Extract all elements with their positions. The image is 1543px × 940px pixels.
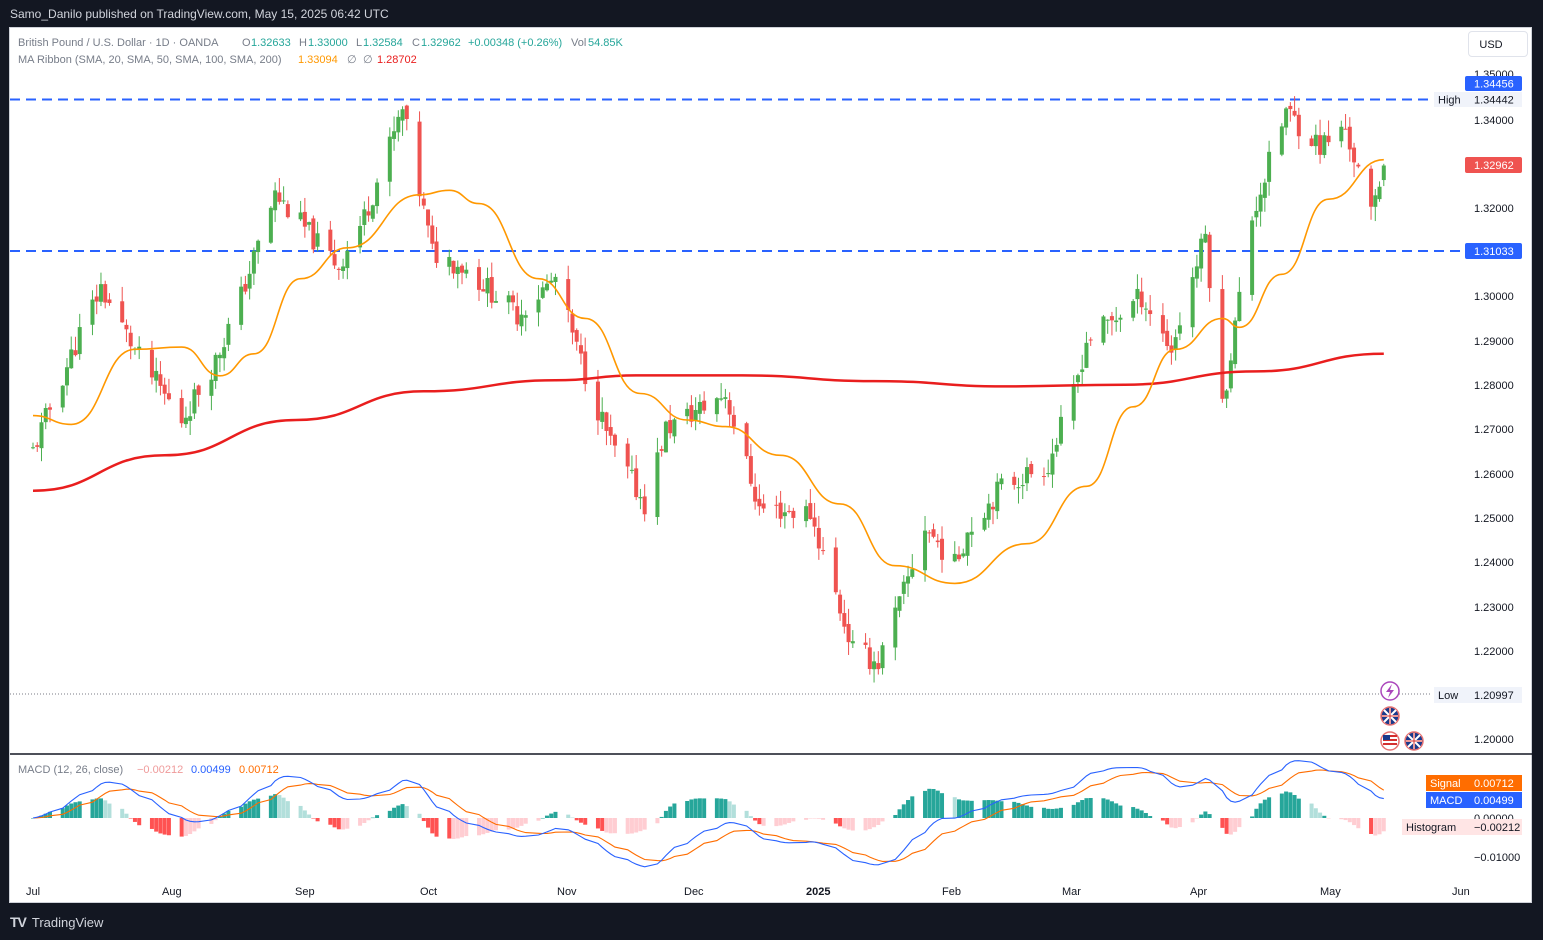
tradingview-logo-icon: TV <box>10 914 27 930</box>
tradingview-logo[interactable]: TV TradingView <box>10 914 103 930</box>
footer-brand: TradingView <box>31 914 104 930</box>
publisher-line: Samo_Danilo published on TradingView.com… <box>10 7 389 21</box>
chart-frame <box>9 27 1532 903</box>
currency-button[interactable]: USD <box>1468 31 1528 57</box>
footer-bar: TV TradingView <box>0 904 1543 940</box>
currency-label: USD <box>1479 39 1503 51</box>
